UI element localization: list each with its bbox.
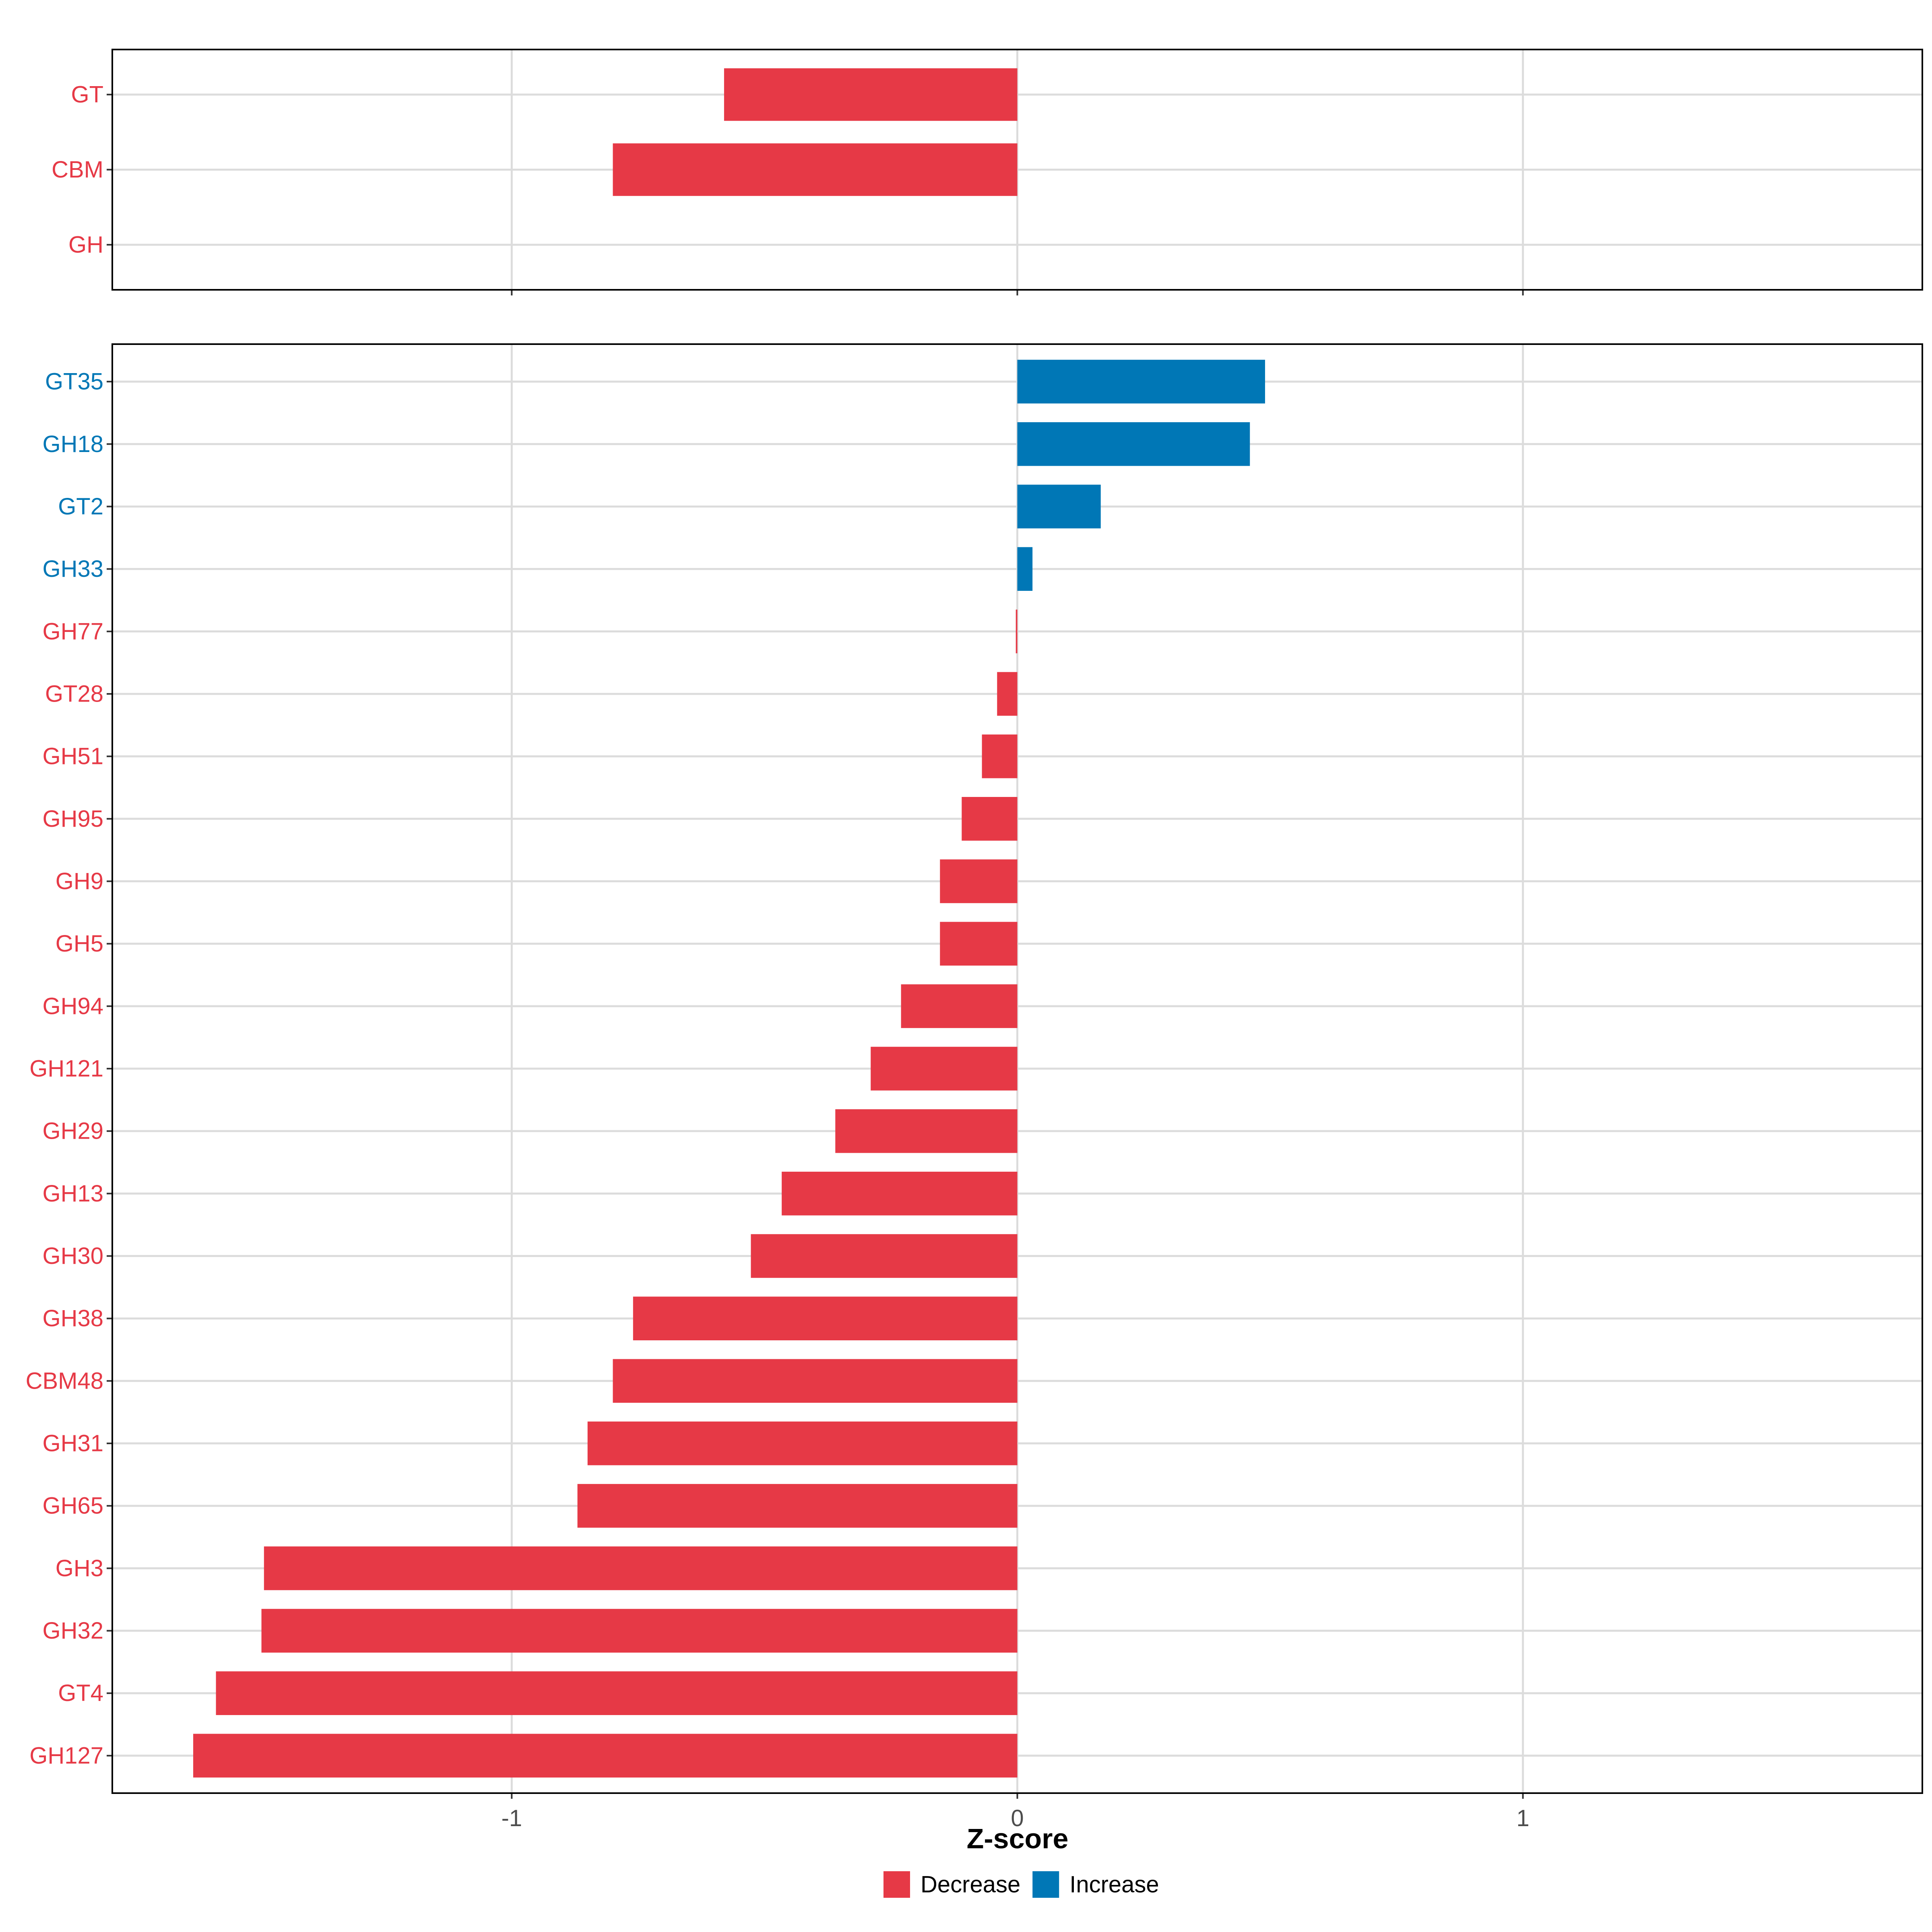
y-tick-label: GH121 (29, 1056, 103, 1082)
legend-label-increase: Increase (1069, 1872, 1159, 1898)
bar-GH95 (962, 797, 1018, 841)
y-tick-label: GH77 (42, 618, 103, 644)
panel-family-level: GT35 GH18 GT2 GH33 GH77 GT28 GH51 GH95 GH9 GH5 GH9… (26, 343, 1923, 1799)
y-tick-label: GH38 (42, 1305, 103, 1331)
x-tick-label: 0 (1011, 1805, 1024, 1831)
x-axis-title: Z-score (967, 1823, 1069, 1854)
bar-GH77 (1016, 609, 1018, 654)
bar-GH9 (940, 859, 1018, 903)
bar-GT35 (1017, 359, 1265, 404)
y-tick-label: GH94 (42, 993, 103, 1019)
y-tick-label: GH33 (42, 556, 103, 582)
y-tick-label: GT28 (45, 681, 103, 707)
legend-key-decrease (883, 1871, 910, 1898)
y-tick-label: GH127 (29, 1742, 103, 1769)
bar-GT (724, 68, 1018, 121)
y-tick-label: GH30 (42, 1243, 103, 1269)
y-tick-label: GH29 (42, 1118, 103, 1144)
y-tick-label: GH (68, 232, 103, 258)
bar-GH65 (577, 1484, 1018, 1528)
legend: Decrease Increase (883, 1871, 1159, 1898)
y-tick-label: GH5 (56, 931, 103, 957)
y-tick-label: CBM (52, 157, 103, 183)
panel-border (111, 343, 1923, 1794)
bar-GH94 (901, 984, 1018, 1028)
y-tick-label: GH51 (42, 743, 103, 770)
bar-CBM (613, 143, 1018, 196)
bar-GH32 (261, 1609, 1018, 1653)
bar-GH51 (982, 734, 1018, 778)
bar-GH3 (264, 1546, 1018, 1590)
bar-GH30 (751, 1234, 1018, 1278)
y-tick-label: CBM48 (26, 1368, 103, 1394)
x-tick-label: -1 (502, 1805, 522, 1831)
bar-GH121 (871, 1046, 1018, 1091)
y-tick-label: GH18 (42, 431, 103, 457)
panels-layer: GT CBM GH GT35 GH18 GT2 GH33 GH77 GT28 GH51 GH95 GH… (26, 49, 1923, 1799)
bar-GH5 (940, 922, 1018, 966)
y-tick-label: GH13 (42, 1181, 103, 1207)
y-tick-label: GH65 (42, 1493, 103, 1519)
y-tick-label: GH3 (56, 1555, 103, 1581)
bar-GH31 (587, 1421, 1018, 1466)
y-tick-label: GH32 (42, 1618, 103, 1644)
legend-label-decrease: Decrease (921, 1872, 1020, 1898)
x-axis: -1 0 1 (502, 1805, 1530, 1831)
bar-GT2 (1017, 485, 1101, 528)
y-tick-label: GT2 (58, 493, 103, 520)
panel-border (111, 49, 1923, 291)
bar-CBM48 (613, 1359, 1018, 1403)
y-tick-label: GH9 (56, 868, 103, 894)
bar-GH13 (782, 1172, 1018, 1216)
y-tick-label: GH95 (42, 806, 103, 832)
legend-key-increase (1032, 1871, 1059, 1898)
y-tick-label: GT4 (58, 1680, 103, 1706)
bar-GH29 (835, 1109, 1018, 1153)
bar-GH18 (1017, 422, 1250, 466)
panel-class-level: GT CBM GH (52, 49, 1923, 295)
y-tick-label: GT (71, 81, 103, 107)
bar-GH38 (633, 1296, 1018, 1340)
y-tick-label: GT35 (45, 369, 103, 395)
x-tick-label: 1 (1517, 1805, 1530, 1831)
bar-GT4 (216, 1671, 1018, 1715)
bar-GT28 (997, 672, 1018, 716)
bar-GH127 (193, 1734, 1018, 1778)
y-tick-label: GH31 (42, 1430, 103, 1457)
bar-GH33 (1017, 547, 1033, 591)
